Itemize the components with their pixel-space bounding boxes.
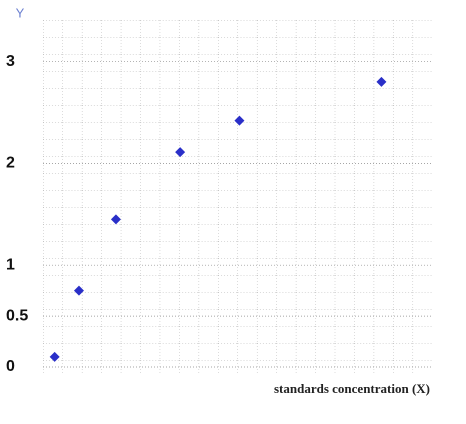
y-tick-label: 0 (6, 358, 15, 375)
point (49, 351, 60, 362)
y-tick-label: 1 (6, 256, 15, 273)
point (376, 76, 387, 87)
y-axis-label: Y (16, 5, 25, 20)
grid-pattern (43, 20, 432, 374)
y-tick-label: 3 (6, 53, 15, 70)
point (175, 147, 186, 158)
y-tick-label: 2 (6, 155, 15, 172)
point (110, 214, 121, 225)
y-tick-label: 0.5 (6, 307, 28, 324)
point (73, 285, 84, 296)
point (234, 115, 245, 126)
x-axis-label: standards concentration (X) (274, 381, 430, 396)
